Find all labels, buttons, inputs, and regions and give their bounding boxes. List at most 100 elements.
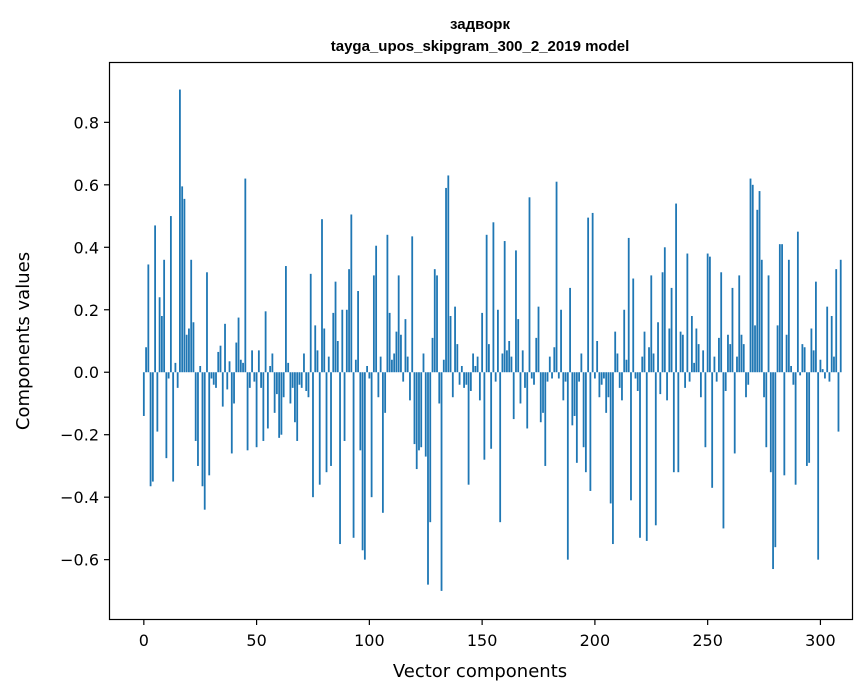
bar (817, 372, 820, 560)
bar (584, 372, 587, 473)
bar (758, 191, 761, 373)
bar (303, 353, 305, 373)
bar (361, 372, 364, 551)
bar (151, 372, 154, 482)
bar (690, 316, 693, 373)
bar (506, 350, 508, 373)
bar (332, 312, 335, 373)
bar (578, 372, 580, 382)
bar (776, 325, 779, 373)
bar (720, 272, 723, 373)
bar (485, 234, 488, 373)
bars-group (142, 89, 842, 591)
bar (359, 372, 362, 451)
bar (449, 316, 452, 373)
bar (810, 328, 813, 373)
bar (632, 278, 635, 373)
bar (325, 372, 328, 473)
bar (366, 365, 368, 373)
y-tick-label: 0.2 (74, 301, 99, 320)
bar (826, 306, 829, 373)
bar (501, 353, 504, 373)
chart-title-line1: задворк (450, 16, 510, 33)
bar (257, 350, 260, 373)
bar (226, 372, 229, 390)
bar (327, 356, 330, 373)
bar (517, 319, 520, 373)
bar (291, 372, 294, 388)
bar (418, 372, 420, 451)
bar (639, 372, 641, 538)
bar (156, 372, 159, 432)
bar (774, 372, 777, 548)
bar (733, 372, 736, 454)
bar (465, 372, 468, 385)
bar (372, 275, 375, 373)
bar (424, 372, 427, 457)
bar (724, 372, 727, 391)
bar (224, 323, 226, 373)
bar (298, 372, 301, 385)
bar (402, 372, 405, 382)
bar (634, 372, 637, 379)
bar (657, 322, 659, 373)
bar (519, 372, 522, 404)
bar (555, 181, 558, 373)
bar (821, 369, 824, 373)
bar (749, 178, 752, 373)
bar (345, 309, 348, 373)
bar (528, 197, 531, 373)
bar (321, 219, 323, 373)
bar (544, 372, 547, 466)
bar (391, 359, 393, 373)
bar (756, 209, 759, 373)
bar (287, 362, 290, 373)
bar (404, 319, 407, 373)
bar (681, 334, 684, 373)
bar (183, 198, 186, 373)
bar (264, 311, 267, 373)
bar (339, 372, 341, 545)
bar (503, 241, 506, 373)
bar (828, 372, 831, 382)
bar (357, 291, 359, 373)
y-tick-label: 0.0 (74, 363, 99, 382)
bar (803, 347, 806, 373)
bar (607, 372, 610, 398)
bar (323, 328, 326, 373)
bar (269, 365, 272, 373)
bar (300, 372, 303, 388)
bar (792, 372, 795, 385)
bar (438, 372, 441, 404)
y-tick-label: −0.2 (60, 426, 99, 445)
bar (718, 337, 720, 373)
bar (433, 269, 436, 373)
bar (440, 372, 443, 591)
bar (835, 269, 838, 373)
bar (704, 372, 707, 448)
bar (686, 253, 689, 373)
bar (812, 350, 815, 373)
bar (589, 372, 592, 491)
bar (476, 356, 479, 373)
plot-frame (108, 61, 854, 621)
bar (772, 372, 774, 570)
bar (515, 250, 517, 373)
bar (413, 372, 416, 445)
bar (603, 372, 605, 379)
bar (192, 322, 195, 373)
bar (569, 287, 571, 373)
bar (785, 334, 788, 373)
bar (169, 216, 172, 373)
bar (266, 372, 269, 429)
bar (582, 372, 585, 448)
bar (526, 372, 529, 429)
bar (627, 237, 630, 373)
bar (176, 372, 179, 388)
bar (672, 372, 675, 473)
bar (557, 372, 560, 379)
bar (636, 372, 639, 391)
bar (650, 275, 653, 373)
bar (190, 259, 193, 373)
